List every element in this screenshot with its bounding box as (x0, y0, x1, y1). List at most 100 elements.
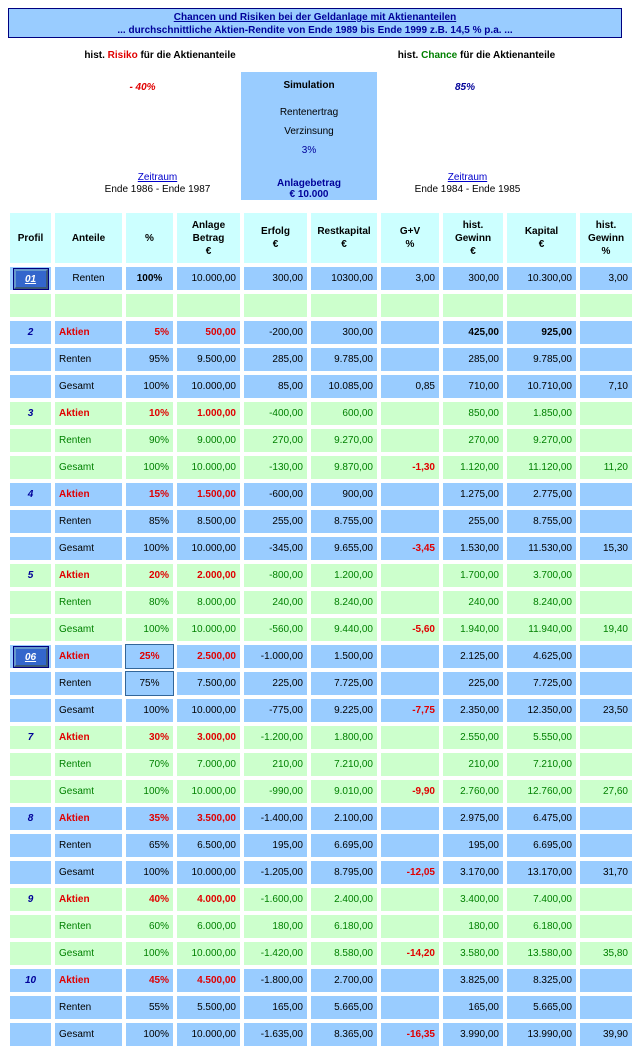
table-row-aktien: 06 Aktien 25% 2.500,00 -1.000,00 1.500,00 2.12… (9, 644, 633, 669)
gewinnpct-cell (579, 401, 633, 426)
simulation-panel: Simulation Rentenertrag Verzinsung 3% An… (241, 72, 377, 200)
erfolg-cell: -1.400,00 (243, 806, 308, 831)
erfolg-cell: -800,00 (243, 563, 308, 588)
betrag-cell: 10.000,00 (176, 941, 241, 966)
gewinnpct-cell: 11,20 (579, 455, 633, 480)
gewinn-cell: 285,00 (442, 347, 504, 372)
pct-cell: 100% (125, 779, 174, 804)
profile-cell (9, 833, 52, 858)
chance-word: Chance (421, 50, 458, 61)
table-row-gesamt: Gesamt 100% 10.000,00 -1.635,00 8.365,00 -16,… (9, 1022, 633, 1047)
betrag-cell: 500,00 (176, 320, 241, 345)
gewinnpct-cell: 27,60 (579, 779, 633, 804)
simulation-amount: € 10.000 (289, 189, 329, 200)
pct-cell: 85% (125, 509, 174, 534)
chance-zeitraum-link[interactable]: Zeitraum (447, 172, 488, 183)
gewinnpct-cell (579, 428, 633, 453)
gewinn-cell: 165,00 (442, 995, 504, 1020)
profile-cell (9, 779, 52, 804)
rest-cell: 8.365,00 (310, 1022, 378, 1047)
profile-number: 3 (9, 401, 52, 426)
column-header: Anlage Betrag € (176, 212, 241, 264)
gv-cell (380, 833, 440, 858)
gewinnpct-cell: 15,30 (579, 536, 633, 561)
kapital-cell: 11.530,00 (506, 536, 577, 561)
gv-cell: -12,05 (380, 860, 440, 885)
profile-button-01[interactable]: 01 (13, 268, 48, 289)
gv-cell (380, 644, 440, 669)
erfolg-cell: -200,00 (243, 320, 308, 345)
risk-period-text: Ende 1986 - Ende 1987 (104, 184, 211, 195)
pct-cell: 100% (125, 698, 174, 723)
erfolg-cell: 180,00 (243, 914, 308, 939)
risk-value: - 40% (129, 82, 156, 93)
rest-cell: 7.210,00 (310, 752, 378, 777)
rest-cell: 1.200,00 (310, 563, 378, 588)
column-header: % (125, 212, 174, 264)
gewinn-cell: 3.825,00 (442, 968, 504, 993)
gv-cell: 0,85 (380, 374, 440, 399)
table-row-gesamt: Gesamt 100% 10.000,00 -990,00 9.010,00 -9,90 2… (9, 779, 633, 804)
risk-word: Risiko (107, 50, 138, 61)
table-row-gesamt: Gesamt 100% 10.000,00 -560,00 9.440,00 -5,60 1… (9, 617, 633, 642)
betrag-cell: 9.000,00 (176, 428, 241, 453)
column-header: Restkapital € (310, 212, 378, 264)
chance-prefix: hist. (397, 50, 422, 61)
gewinnpct-cell: 39,90 (579, 1022, 633, 1047)
rest-cell: 8.795,00 (310, 860, 378, 885)
kapital-cell: 11.120,00 (506, 455, 577, 480)
pct-cell: 100% (125, 266, 174, 291)
pct-cell[interactable]: 75% (125, 671, 174, 696)
spacer-cell (506, 293, 577, 318)
kapital-cell: 6.475,00 (506, 806, 577, 831)
pct-cell[interactable]: 25% (125, 644, 174, 669)
pct-cell: 100% (125, 1022, 174, 1047)
gv-cell (380, 968, 440, 993)
table-row-gesamt: Gesamt 100% 10.000,00 -1.205,00 8.795,00 -12,… (9, 860, 633, 885)
gv-cell (380, 806, 440, 831)
gv-cell: -16,35 (380, 1022, 440, 1047)
gewinnpct-cell (579, 671, 633, 696)
gewinn-cell: 210,00 (442, 752, 504, 777)
profile-button-06[interactable]: 06 (13, 646, 48, 667)
kapital-cell: 10.710,00 (506, 374, 577, 399)
gewinn-cell: 2.760,00 (442, 779, 504, 804)
gv-cell (380, 563, 440, 588)
betrag-cell: 9.500,00 (176, 347, 241, 372)
rest-cell: 300,00 (310, 320, 378, 345)
anteil-cell: Aktien (54, 725, 123, 750)
risk-zeitraum-link[interactable]: Zeitraum (137, 172, 178, 183)
simulation-amount-label: Anlagebetrag (277, 178, 341, 189)
spacer-cell (579, 293, 633, 318)
erfolg-cell: -1.635,00 (243, 1022, 308, 1047)
erfolg-cell: 165,00 (243, 995, 308, 1020)
erfolg-cell: -1.420,00 (243, 941, 308, 966)
table-row-renten: Renten 95% 9.500,00 285,00 9.785,00 285,00 9.7… (9, 347, 633, 372)
pct-cell: 100% (125, 455, 174, 480)
erfolg-cell: -775,00 (243, 698, 308, 723)
profile-cell (9, 428, 52, 453)
betrag-cell: 10.000,00 (176, 860, 241, 885)
table-row-aktien: 2 Aktien 5% 500,00 -200,00 300,00 425,00 925,00 (9, 320, 633, 345)
gv-cell: -14,20 (380, 941, 440, 966)
gewinn-cell: 3.170,00 (442, 860, 504, 885)
kapital-cell: 12.350,00 (506, 698, 577, 723)
gewinnpct-cell (579, 320, 633, 345)
erfolg-cell: 225,00 (243, 671, 308, 696)
pct-cell: 15% (125, 482, 174, 507)
title-link[interactable]: Chancen und Risiken bei der Geldanlage m… (173, 12, 457, 23)
kapital-cell: 6.180,00 (506, 914, 577, 939)
pct-cell: 100% (125, 860, 174, 885)
column-header: Erfolg € (243, 212, 308, 264)
simulation-table: Profil Anteile% Anlage Betrag € Erfolg € Res… (7, 210, 633, 1049)
gewinnpct-cell (579, 752, 633, 777)
anteil-cell: Aktien (54, 968, 123, 993)
spacer-cell (442, 293, 504, 318)
kapital-cell: 13.580,00 (506, 941, 577, 966)
table-row-renten: Renten 80% 8.000,00 240,00 8.240,00 240,00 8.2… (9, 590, 633, 615)
kapital-cell: 2.775,00 (506, 482, 577, 507)
gewinn-cell: 225,00 (442, 671, 504, 696)
anteil-cell: Aktien (54, 401, 123, 426)
gv-cell: 3,00 (380, 266, 440, 291)
anteil-cell: Renten (54, 590, 123, 615)
